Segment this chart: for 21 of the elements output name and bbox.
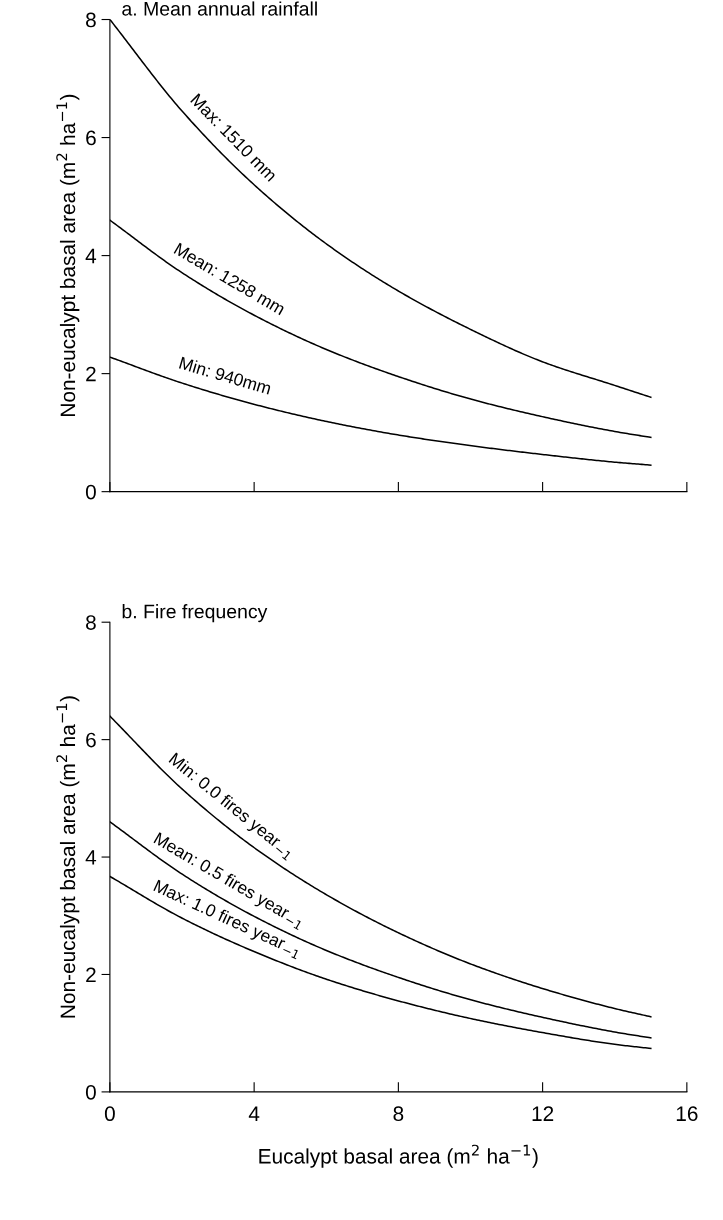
y-axis-title: Non-eucalypt basal area (m$^{2}$ ha$^{−1}$): [56, 696, 80, 1018]
x-tick-label: 8: [393, 1106, 404, 1122]
y-tick-label: 4: [85, 248, 97, 264]
x-tick-label: 16: [676, 1106, 698, 1122]
chart-title: b. Fire frequency: [122, 604, 268, 623]
annotation: Min: 940mm: [178, 356, 272, 395]
y-tick-label: 4: [85, 850, 97, 865]
y-axis-title: Non-eucalypt basal area (m$^{2}$ ha$^{−1}$): [56, 94, 80, 416]
y-tick-label: 8: [86, 615, 96, 630]
y-tick-label: 2: [86, 366, 96, 382]
y-tick-label: 6: [86, 130, 96, 146]
chart-title: a. Mean annual rainfall: [122, 1, 317, 16]
y-tick-label: 0: [85, 484, 96, 500]
y-tick-label: 2: [86, 967, 96, 983]
y-tick-label: 6: [86, 732, 96, 748]
y-tick-label: 8: [86, 12, 96, 28]
x-tick-label: 4: [248, 1106, 260, 1121]
x-tick-label: 12: [532, 1106, 554, 1121]
x-tick-label: 0: [104, 1106, 115, 1122]
y-tick-label: 0: [85, 1084, 96, 1100]
x-axis-title: Eucalypt basal area (m$^{2}$ ha$^{−1}$): [259, 1144, 538, 1168]
